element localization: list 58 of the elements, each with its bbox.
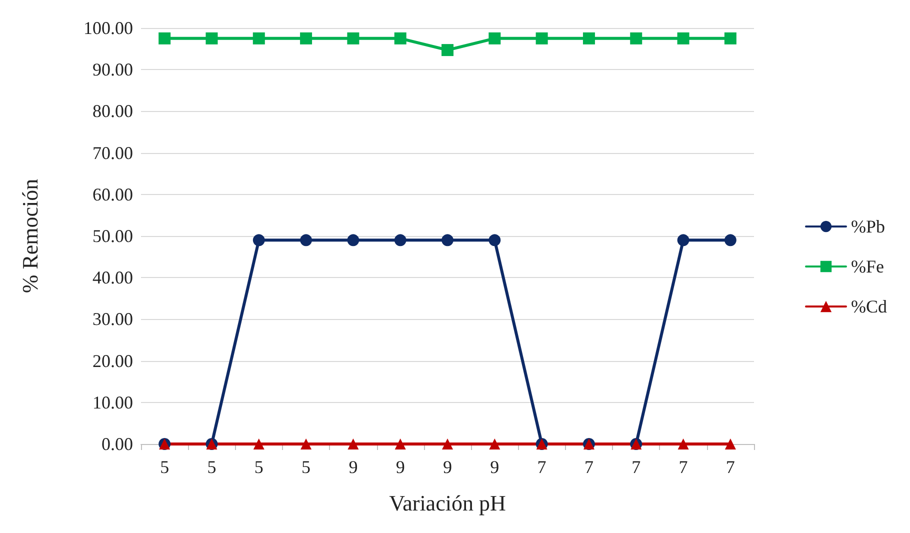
- point: [206, 32, 218, 44]
- y-tick-label: 80.00: [92, 101, 133, 122]
- y-tick-label: 20.00: [92, 350, 133, 371]
- point: [158, 32, 171, 44]
- legend-label: %Fe: [851, 256, 884, 276]
- y-tick-label: 30.00: [92, 309, 133, 330]
- point: [347, 32, 360, 44]
- x-tick-label: 5: [254, 457, 264, 477]
- point: [677, 234, 690, 246]
- point: [394, 32, 406, 44]
- point: [300, 438, 312, 450]
- y-axis-title: % Remoción: [18, 178, 42, 294]
- point: [394, 438, 406, 450]
- point: [630, 32, 642, 44]
- point: [724, 32, 736, 44]
- x-tick-label: 7: [726, 457, 735, 477]
- point: [488, 234, 501, 246]
- point: [582, 32, 595, 44]
- point: [536, 32, 548, 44]
- x-tick-label: 7: [584, 457, 594, 477]
- x-tick-label: 7: [537, 457, 546, 477]
- point: [442, 44, 454, 56]
- y-tick-label: 70.00: [92, 142, 133, 163]
- point: [347, 234, 360, 246]
- point: [300, 32, 312, 44]
- point: [348, 438, 359, 450]
- point: [252, 32, 265, 44]
- x-tick-label: 5: [160, 457, 170, 477]
- y-tick-label: 0.00: [102, 434, 133, 454]
- point: [724, 438, 736, 450]
- x-tick-label: 5: [302, 457, 311, 477]
- x-tick-label: 9: [443, 457, 452, 477]
- x-tick-label: 7: [632, 457, 641, 477]
- point: [253, 438, 264, 450]
- x-tick-label: 7: [678, 457, 688, 477]
- x-tick-label: 9: [490, 457, 500, 477]
- point: [678, 438, 689, 450]
- y-tick-label: 50.00: [92, 226, 133, 246]
- y-tick-label: 10.00: [92, 392, 133, 412]
- x-tick-label: 9: [396, 457, 405, 477]
- y-tick-label: 100.00: [84, 18, 133, 38]
- point: [300, 234, 312, 246]
- y-tick-label: 60.00: [92, 184, 133, 204]
- point: [489, 438, 500, 450]
- point: [442, 438, 453, 450]
- legend-label: %Cd: [851, 296, 887, 316]
- point: [394, 234, 406, 246]
- y-tick-label: 40.00: [92, 268, 133, 288]
- point: [252, 234, 265, 246]
- x-tick-label: 5: [207, 457, 216, 477]
- point: [488, 32, 501, 44]
- point: [442, 234, 454, 246]
- x-axis-title: Variación pH: [389, 490, 506, 516]
- legend-label: %Pb: [851, 216, 886, 236]
- point: [724, 234, 736, 246]
- x-tick-label: 9: [348, 457, 358, 477]
- point: [677, 32, 690, 44]
- y-tick-label: 90.00: [92, 60, 133, 80]
